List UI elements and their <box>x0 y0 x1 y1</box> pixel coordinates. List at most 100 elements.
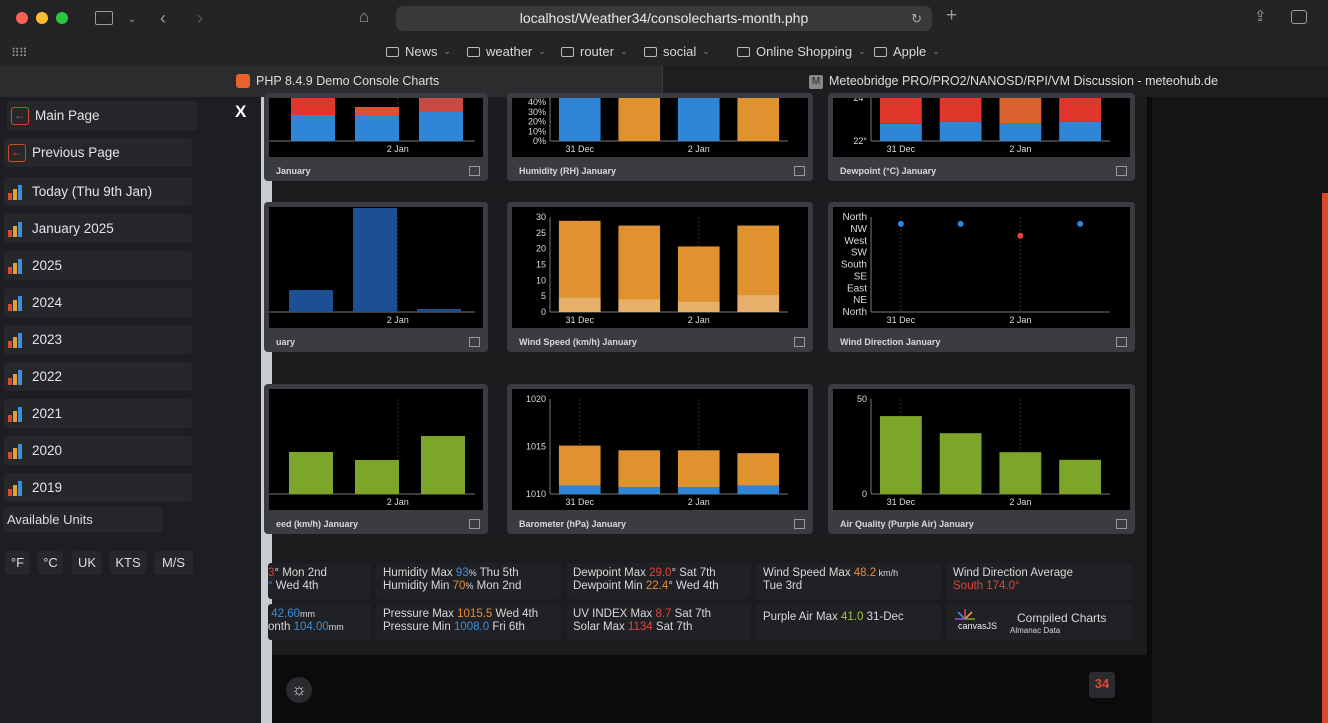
chart-caption: January <box>276 166 311 176</box>
web-page: ← Main Page ← Previous Page X Today (Thu 9… <box>0 93 1328 723</box>
main-page-button[interactable]: ← Main Page <box>7 101 197 130</box>
chevron-down-icon: ⌄ <box>932 46 940 56</box>
sidebar-item-5[interactable]: 2022 <box>4 362 192 391</box>
expand-icon[interactable] <box>469 337 480 347</box>
forward-icon[interactable]: › <box>197 8 203 28</box>
unit-uk-button[interactable]: UK <box>72 551 102 575</box>
share-icon[interactable]: ⇪ <box>1254 8 1267 25</box>
bar <box>417 309 461 312</box>
chart-caption: Barometer (hPa) January <box>519 519 627 529</box>
bookmark-label: router <box>580 44 614 59</box>
expand-icon[interactable] <box>794 337 805 347</box>
sidebar-toggle-icon[interactable] <box>95 11 113 25</box>
unit-celsius-button[interactable]: °C <box>38 551 63 575</box>
dewpoint-min-bar <box>939 121 982 141</box>
expand-icon[interactable] <box>794 166 805 176</box>
uv-value: 8.7 <box>655 608 672 620</box>
humidity-min-day: Mon 2nd <box>473 580 522 592</box>
new-tab-icon[interactable]: + <box>946 5 958 26</box>
bar <box>355 460 399 494</box>
bookmark-online-shopping[interactable]: Online Shopping ⌄ <box>737 44 866 59</box>
tab-meteohub[interactable]: M Meteobridge PRO/PRO2/NANOSD/RPI/VM Disc… <box>662 66 1328 97</box>
expand-icon[interactable] <box>1116 166 1127 176</box>
bookmark-apple[interactable]: Apple ⌄ <box>874 44 940 59</box>
humidity-min-label: Humidity Min <box>383 580 453 592</box>
reload-icon[interactable]: ↻ <box>911 11 922 26</box>
chart-plot: 2 Jan <box>269 98 483 157</box>
chevron-down-icon: ⌄ <box>619 46 628 56</box>
back-arrow-icon: ← <box>8 143 26 162</box>
minimize-window-button[interactable] <box>36 12 48 24</box>
folder-icon <box>644 46 657 57</box>
humidity-max-label: Humidity Max <box>383 567 456 579</box>
air-quality-bar <box>939 433 982 494</box>
air-quality-bar <box>999 452 1042 494</box>
chart-svg: 24° 22° 31 Dec 2 Jan <box>853 93 1110 154</box>
back-arrow-icon: ← <box>11 106 29 125</box>
pressure-max-bar <box>737 453 780 486</box>
expand-icon[interactable] <box>794 519 805 529</box>
humidity-max-value: 93 <box>455 567 469 579</box>
sidebar-item-0[interactable]: Today (Thu 9th Jan) <box>4 177 192 206</box>
home-icon[interactable]: ⌂ <box>359 7 370 26</box>
chart-caption: Air Quality (Purple Air) January <box>840 519 974 529</box>
dewpoint-max-day: ° Sat 7th <box>671 567 716 579</box>
wind-max-bar <box>618 225 661 312</box>
y-tick-label: 0 <box>862 489 867 499</box>
x-tick-label: 2 Jan <box>688 315 710 325</box>
chart-caption: eed (km/h) January <box>276 519 359 529</box>
wind-avg-bar <box>677 301 720 312</box>
back-icon[interactable]: ‹ <box>160 8 166 28</box>
theme-toggle-sun-icon[interactable]: ☼ <box>286 677 312 703</box>
solar-label: Solar Max <box>573 621 628 633</box>
weather34-logo[interactable]: 34 <box>1089 672 1115 698</box>
wind-direction-point <box>957 220 964 227</box>
apps-grid-icon[interactable]: ⠿⠿ <box>11 46 28 60</box>
close-window-button[interactable] <box>16 12 28 24</box>
pressure-min-value: 1008.0 <box>453 621 490 633</box>
previous-page-button[interactable]: ← Previous Page <box>4 138 192 167</box>
wind-direction-value: South 174.0° <box>953 580 1020 592</box>
bookmark-news[interactable]: News ⌄ <box>386 44 451 59</box>
page-scrollbar[interactable] <box>1322 193 1328 723</box>
rain-month-label: onth <box>268 621 294 633</box>
rain-value-2: 104.00 <box>293 621 329 633</box>
sidebar-item-2[interactable]: 2025 <box>4 251 192 280</box>
close-sidebar-button[interactable]: X <box>235 102 247 121</box>
address-bar[interactable]: localhost/Weather34/consolecharts-month.… <box>396 6 932 31</box>
sidebar-item-8[interactable]: 2019 <box>4 473 192 502</box>
sidebar-menu: ← Main Page ← Previous Page X Today (Thu 9… <box>0 97 261 723</box>
folder-icon <box>561 46 574 57</box>
bookmark-weather[interactable]: weather ⌄ <box>467 44 546 59</box>
sidebar-item-3[interactable]: 2024 <box>4 288 192 317</box>
sidebar-item-1[interactable]: January 2025 <box>4 214 192 243</box>
chevron-down-icon: ⌄ <box>538 46 546 56</box>
unit-ms-button[interactable]: M/S <box>154 551 193 575</box>
canvasjs-credit[interactable]: canvasJS Compiled Charts Almanac Data <box>946 604 1132 640</box>
expand-icon[interactable] <box>1116 519 1127 529</box>
bar-chart-icon <box>8 184 26 200</box>
pressure-min-bar <box>677 487 720 494</box>
rain-unit-1: mm <box>299 609 315 619</box>
tab-overview-icon[interactable] <box>1291 10 1307 24</box>
unit-kts-button[interactable]: KTS <box>110 551 146 575</box>
chevron-down-icon[interactable]: ⌄ <box>128 14 137 25</box>
purple-air-label: Purple Air Max <box>763 611 841 623</box>
x-tick-label: 31 Dec <box>565 315 594 325</box>
expand-icon[interactable] <box>469 166 480 176</box>
sidebar-item-7[interactable]: 2020 <box>4 436 192 465</box>
available-units-label: Available Units <box>3 507 162 532</box>
zoom-window-button[interactable] <box>56 12 68 24</box>
bookmark-router[interactable]: router ⌄ <box>561 44 628 59</box>
sidebar-item-4[interactable]: 2023 <box>4 325 192 354</box>
previous-page-label: Previous Page <box>32 145 120 160</box>
expand-icon[interactable] <box>469 519 480 529</box>
unit-fahrenheit-button[interactable]: °F <box>5 551 30 575</box>
chart-card-r3c3: 50 0 31 Dec 2 Jan Air Quality (Purple Air) J… <box>828 384 1135 534</box>
purple-air-day: 31-Dec <box>863 611 904 623</box>
bookmark-social[interactable]: social ⌄ <box>644 44 710 59</box>
humidity-min-unit: % <box>465 581 474 591</box>
bar-max <box>419 98 463 112</box>
sidebar-item-6[interactable]: 2021 <box>4 399 192 428</box>
expand-icon[interactable] <box>1116 337 1127 347</box>
